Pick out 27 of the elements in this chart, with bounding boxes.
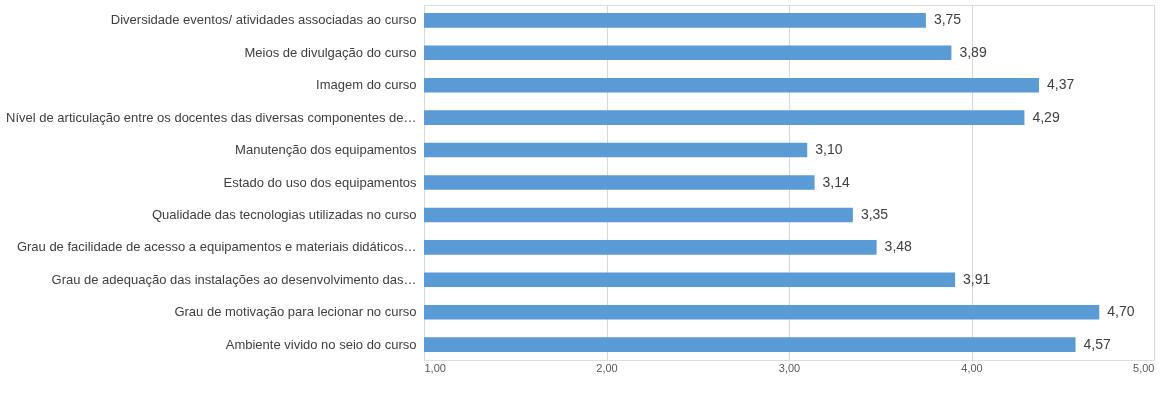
y-tick-label: Grau de facilidade de acesso a equipamentos e materiais didáticos… (16, 239, 417, 255)
data-label: 3,91 (963, 270, 991, 287)
y-tick-label: Imagem do curso (316, 77, 417, 93)
y-tick-label: Diversidade eventos/ atividades associadas ao curso (110, 12, 417, 28)
x-tick-label: 5,00 (1133, 361, 1155, 374)
data-label: 4,70 (1107, 303, 1135, 320)
data-label: 3,75 (933, 11, 962, 28)
data-label: 4,57 (1083, 335, 1111, 352)
x-tick-label: 3,00 (778, 361, 801, 374)
y-tick-label: Qualidade das tecnologias utilizadas no curso (151, 206, 417, 222)
data-label: 4,37 (1047, 76, 1075, 93)
y-tick-label: Manutenção dos equipamentos (235, 142, 417, 158)
x-tick-label: 2,00 (596, 361, 618, 374)
data-label: 3,35 (860, 205, 889, 222)
x-tick-label: 4,00 (961, 361, 983, 374)
data-label: 3,14 (822, 173, 851, 190)
data-label: 3,89 (959, 43, 987, 60)
y-tick-label: Ambiente vivido no seio do curso (225, 336, 417, 352)
y-tick-label: Grau de motivação para lecionar no curso (174, 304, 417, 320)
x-tick-label: 1,00 (424, 361, 446, 374)
y-tick-label: Estado do uso dos equipamentos (223, 174, 417, 190)
y-tick-label: Meios de divulgação do curso (244, 44, 417, 60)
data-label: 4,29 (1032, 108, 1060, 125)
data-label: 3,10 (815, 141, 843, 158)
y-tick-label: Nível de articulação entre os docentes das diversas componentes de… (6, 109, 417, 125)
y-tick-label: Grau de adequação das instalações ao desenvolvimento das… (51, 271, 417, 287)
data-label: 3,48 (884, 238, 913, 255)
